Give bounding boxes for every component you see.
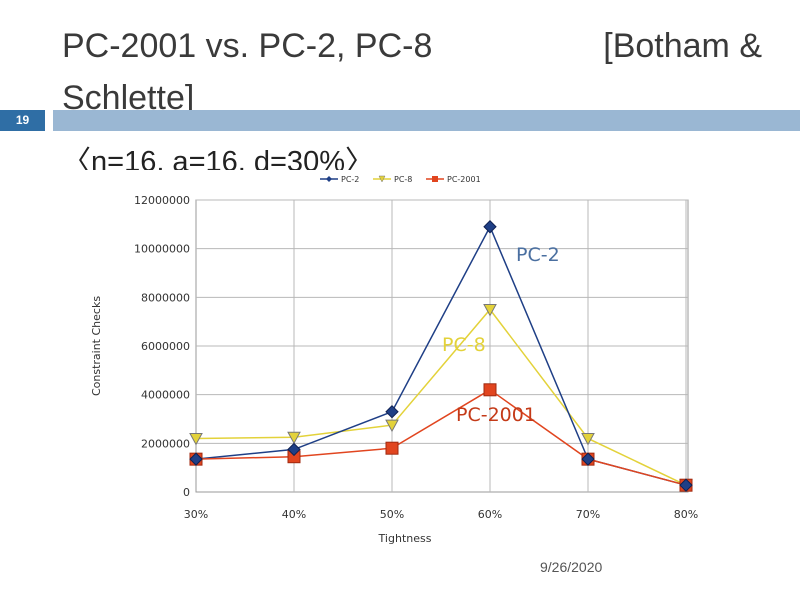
y-tick-label: 6000000 [141, 340, 190, 353]
y-tick-label: 12000000 [134, 194, 190, 207]
x-tick-label: 50% [380, 508, 404, 521]
grid-lines [196, 199, 688, 492]
y-tick-label: 0 [183, 486, 190, 499]
slide-title-citation: [Botham & [603, 27, 762, 65]
point-pc-8 [189, 432, 203, 446]
series-line-pc-2001 [195, 388, 687, 486]
annotation-pc-2: PC-2 [516, 244, 560, 266]
point-pc-2001 [385, 441, 399, 455]
slide-title-main: PC-2001 vs. PC-2, PC-8 [62, 27, 433, 65]
series-line-pc-8 [195, 308, 687, 486]
slide-title: PC-2001 vs. PC-2, PC-8 [Botham & Schlett… [62, 22, 762, 117]
x-tick-label: 60% [478, 508, 502, 521]
chart-legend: PC-2 PC-8 PC-2001 [320, 175, 481, 184]
annotation-pc-2001: PC-2001 [456, 404, 536, 426]
x-tick-label: 70% [576, 508, 600, 521]
x-tick-label: 30% [184, 508, 208, 521]
slide-number-bar [0, 110, 45, 131]
y-tick-label: 10000000 [134, 243, 190, 256]
point-pc-2 [581, 452, 595, 466]
y-tick-label: 4000000 [141, 389, 190, 402]
y-tick-label: 2000000 [141, 437, 190, 450]
point-pc-8 [287, 431, 301, 445]
slide-number: 19 [15, 113, 30, 127]
point-pc-2001 [483, 383, 497, 397]
slide-date: 9/26/2020 [540, 559, 603, 575]
point-pc-2 [189, 452, 203, 466]
point-pc-8 [385, 419, 399, 433]
legend-label: PC-2001 [447, 175, 481, 184]
point-pc-8 [483, 304, 497, 317]
point-pc-2 [287, 442, 301, 457]
legend-marker [326, 176, 332, 182]
x-tick-label: 40% [282, 508, 306, 521]
x-axis-ticks: 30% 40% 50% 60% 70% 80% [184, 508, 698, 521]
x-tick-label: 80% [674, 508, 698, 521]
legend-label: PC-2 [341, 175, 359, 184]
header-accent-bar [53, 110, 800, 131]
point-pc-2 [679, 478, 693, 492]
series-group [189, 220, 693, 493]
legend-marker [432, 176, 438, 182]
y-tick-label: 8000000 [141, 291, 190, 304]
x-axis-label: Tightness [378, 532, 432, 545]
point-pc-2 [483, 220, 497, 234]
point-pc-8 [581, 432, 595, 446]
point-pc-2 [385, 404, 399, 419]
y-axis-label: Constraint Checks [90, 296, 103, 396]
legend-marker [378, 175, 386, 183]
constraint-checks-chart: PC-2 PC-8 PC-2001 0 2000000 4000000 6000000 80… [80, 170, 720, 555]
legend-label: PC-8 [394, 175, 412, 184]
annotations: PC-2 PC-8 PC-2001 [442, 244, 560, 426]
annotation-pc-8: PC-8 [442, 334, 486, 356]
y-axis-ticks: 0 2000000 4000000 6000000 8000000 10000000 120… [134, 194, 190, 499]
